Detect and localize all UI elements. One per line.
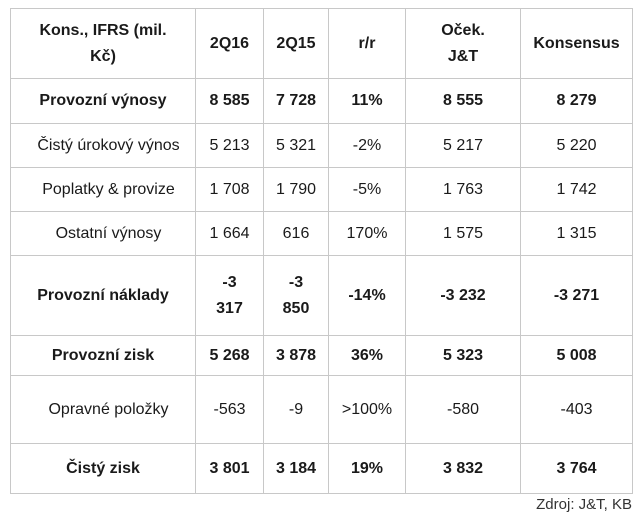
table-row-provozni-vynosy: Provozní výnosy 8 585 7 728 11% 8 555 8 … xyxy=(10,78,633,124)
row-label: Čistý zisk xyxy=(10,443,196,494)
row-label: Opravné položky xyxy=(10,375,196,444)
cell-2q15: 7 728 xyxy=(263,78,329,124)
cell-konsensus: -3 271 xyxy=(520,255,633,336)
cell-2q16: 1 664 xyxy=(195,211,264,256)
cell-konsensus: 1 742 xyxy=(520,167,633,212)
cell-ocek-jt: 8 555 xyxy=(405,78,521,124)
row-label: Provozní zisk xyxy=(10,335,196,376)
cell-yoy: 36% xyxy=(328,335,406,376)
cell-konsensus: 5 220 xyxy=(520,123,633,168)
row-label: Provozní výnosy xyxy=(10,78,196,124)
header-yoy: r/r xyxy=(328,8,406,79)
cell-2q15: 3 184 xyxy=(263,443,329,494)
header-2q15: 2Q15 xyxy=(263,8,329,79)
cell-2q15: -9 xyxy=(263,375,329,444)
cell-2q15: 1 790 xyxy=(263,167,329,212)
table-row-cisty-urokovy-vynos: Čistý úrokový výnos 5 213 5 321 -2% 5 21… xyxy=(10,123,633,168)
table-row-cisty-zisk: Čistý zisk 3 801 3 184 19% 3 832 3 764 xyxy=(10,443,633,494)
cell-2q15: 5 321 xyxy=(263,123,329,168)
cell-2q16: 5 213 xyxy=(195,123,264,168)
header-kons-ifrs: Kons., IFRS (mil. Kč) xyxy=(10,8,196,79)
cell-konsensus: 5 008 xyxy=(520,335,633,376)
row-label: Ostatní výnosy xyxy=(10,211,196,256)
cell-yoy: -14% xyxy=(328,255,406,336)
financial-results-table: Kons., IFRS (mil. Kč) 2Q16 2Q15 r/r Oček… xyxy=(10,8,633,494)
cell-yoy: -5% xyxy=(328,167,406,212)
cell-2q16: 1 708 xyxy=(195,167,264,212)
cell-2q15: -3 850 xyxy=(263,255,329,336)
cell-ocek-jt: -3 232 xyxy=(405,255,521,336)
source-note: Zdroj: J&T, KB xyxy=(536,496,632,513)
cell-2q16: 8 585 xyxy=(195,78,264,124)
cell-ocek-jt: 5 217 xyxy=(405,123,521,168)
cell-konsensus: 8 279 xyxy=(520,78,633,124)
cell-ocek-jt: 5 323 xyxy=(405,335,521,376)
table-row-poplatky-provize: Poplatky & provize 1 708 1 790 -5% 1 763… xyxy=(10,167,633,212)
cell-yoy: >100% xyxy=(328,375,406,444)
row-label: Provozní náklady xyxy=(10,255,196,336)
cell-2q16: 5 268 xyxy=(195,335,264,376)
cell-2q16: 3 801 xyxy=(195,443,264,494)
cell-konsensus: 1 315 xyxy=(520,211,633,256)
table-row-provozni-naklady: Provozní náklady -3 317 -3 850 -14% -3 2… xyxy=(10,255,633,336)
cell-konsensus: -403 xyxy=(520,375,633,444)
row-label: Poplatky & provize xyxy=(10,167,196,212)
table-row-ostatni-vynosy: Ostatní výnosy 1 664 616 170% 1 575 1 31… xyxy=(10,211,633,256)
cell-konsensus: 3 764 xyxy=(520,443,633,494)
header-2q16: 2Q16 xyxy=(195,8,264,79)
cell-ocek-jt: 1 575 xyxy=(405,211,521,256)
header-ocek-jt: Oček. J&T xyxy=(405,8,521,79)
cell-ocek-jt: 1 763 xyxy=(405,167,521,212)
cell-yoy: 170% xyxy=(328,211,406,256)
header-konsensus: Konsensus xyxy=(520,8,633,79)
cell-2q16: -3 317 xyxy=(195,255,264,336)
table-header-row: Kons., IFRS (mil. Kč) 2Q16 2Q15 r/r Oček… xyxy=(10,8,633,79)
cell-ocek-jt: 3 832 xyxy=(405,443,521,494)
table-row-provozni-zisk: Provozní zisk 5 268 3 878 36% 5 323 5 00… xyxy=(10,335,633,376)
cell-yoy: -2% xyxy=(328,123,406,168)
cell-yoy: 19% xyxy=(328,443,406,494)
cell-2q15: 616 xyxy=(263,211,329,256)
cell-yoy: 11% xyxy=(328,78,406,124)
table-row-opravne-polozky: Opravné položky -563 -9 >100% -580 -403 xyxy=(10,375,633,444)
cell-ocek-jt: -580 xyxy=(405,375,521,444)
cell-2q15: 3 878 xyxy=(263,335,329,376)
row-label: Čistý úrokový výnos xyxy=(10,123,196,168)
cell-2q16: -563 xyxy=(195,375,264,444)
